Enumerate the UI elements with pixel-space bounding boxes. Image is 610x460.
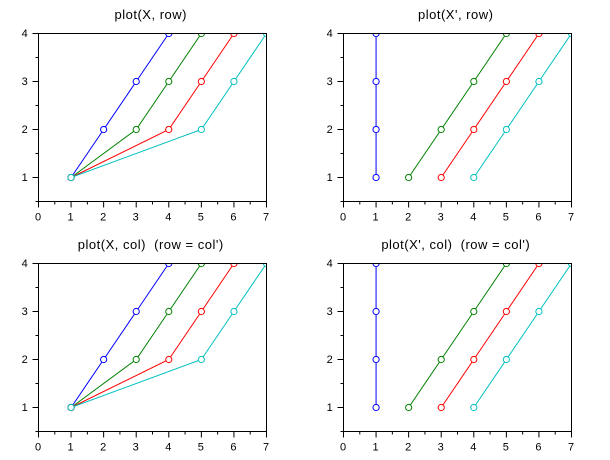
svg-text:3: 3 xyxy=(133,212,139,224)
svg-text:5: 5 xyxy=(503,442,509,454)
svg-text:0: 0 xyxy=(35,442,41,454)
svg-text:2: 2 xyxy=(327,124,333,136)
svg-text:plot(X, row): plot(X, row) xyxy=(115,7,187,22)
svg-text:3: 3 xyxy=(438,212,444,224)
svg-text:6: 6 xyxy=(535,212,541,224)
svg-text:2: 2 xyxy=(327,354,333,366)
svg-text:3: 3 xyxy=(133,442,139,454)
svg-text:2: 2 xyxy=(22,354,28,366)
svg-text:6: 6 xyxy=(230,442,236,454)
svg-text:1: 1 xyxy=(373,442,379,454)
svg-text:7: 7 xyxy=(263,212,269,224)
svg-text:4: 4 xyxy=(22,28,28,40)
svg-text:1: 1 xyxy=(327,172,333,184)
svg-text:4: 4 xyxy=(327,28,333,40)
svg-text:0: 0 xyxy=(35,212,41,224)
svg-text:2: 2 xyxy=(100,442,106,454)
svg-text:6: 6 xyxy=(535,442,541,454)
svg-text:2: 2 xyxy=(405,212,411,224)
svg-text:0: 0 xyxy=(340,442,346,454)
svg-text:plot(X, col) (row = col'): plot(X, col) (row = col') xyxy=(78,237,224,252)
svg-text:2: 2 xyxy=(405,442,411,454)
svg-text:7: 7 xyxy=(263,442,269,454)
svg-text:4: 4 xyxy=(327,258,333,270)
svg-text:5: 5 xyxy=(198,212,204,224)
svg-text:plot(X', row): plot(X', row) xyxy=(418,7,493,22)
svg-text:1: 1 xyxy=(373,212,379,224)
svg-text:1: 1 xyxy=(68,212,74,224)
svg-text:4: 4 xyxy=(165,442,171,454)
svg-text:1: 1 xyxy=(327,402,333,414)
svg-text:3: 3 xyxy=(327,306,333,318)
svg-text:3: 3 xyxy=(438,442,444,454)
svg-text:3: 3 xyxy=(327,76,333,88)
svg-text:4: 4 xyxy=(470,212,476,224)
svg-text:6: 6 xyxy=(230,212,236,224)
svg-text:4: 4 xyxy=(22,258,28,270)
svg-text:1: 1 xyxy=(22,172,28,184)
svg-text:3: 3 xyxy=(22,76,28,88)
svg-text:3: 3 xyxy=(22,306,28,318)
svg-text:2: 2 xyxy=(100,212,106,224)
svg-text:5: 5 xyxy=(503,212,509,224)
svg-text:0: 0 xyxy=(340,212,346,224)
svg-text:1: 1 xyxy=(68,442,74,454)
svg-text:1: 1 xyxy=(22,402,28,414)
svg-text:2: 2 xyxy=(22,124,28,136)
svg-text:plot(X', col) (row = col'): plot(X', col) (row = col') xyxy=(381,237,530,252)
svg-text:4: 4 xyxy=(470,442,476,454)
svg-text:4: 4 xyxy=(165,212,171,224)
svg-text:5: 5 xyxy=(198,442,204,454)
svg-text:7: 7 xyxy=(568,212,574,224)
svg-text:7: 7 xyxy=(568,442,574,454)
